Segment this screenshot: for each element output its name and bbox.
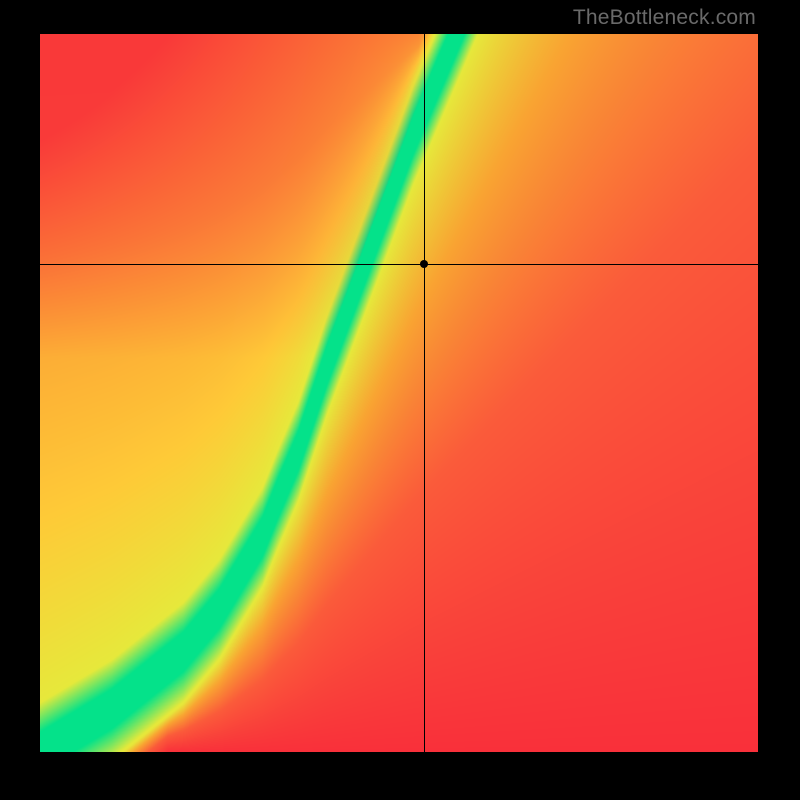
crosshair-vertical: [424, 34, 425, 752]
figure-root: TheBottleneck.com: [0, 0, 800, 800]
crosshair-horizontal: [40, 264, 758, 265]
heatmap-canvas: [40, 34, 758, 752]
heatmap-plot: [40, 34, 758, 752]
crosshair-marker-dot: [420, 260, 428, 268]
watermark-text: TheBottleneck.com: [573, 6, 756, 30]
